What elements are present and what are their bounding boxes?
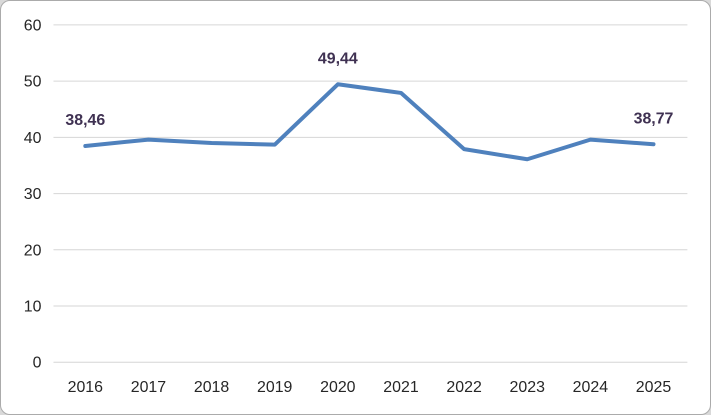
data-label: 49,44 — [318, 50, 358, 67]
data-label: 38,46 — [65, 112, 105, 129]
x-tick-label: 2025 — [636, 379, 672, 396]
y-tick-label: 40 — [24, 130, 42, 147]
data-label: 38,77 — [634, 110, 674, 127]
data-series-line — [83, 82, 656, 162]
y-tick-label: 10 — [24, 298, 42, 315]
x-tick-label: 2018 — [194, 379, 230, 396]
x-tick-label: 2022 — [446, 379, 482, 396]
x-tick-label: 2016 — [68, 379, 104, 396]
y-tick-label: 50 — [24, 74, 42, 91]
x-tick-label: 2023 — [510, 379, 546, 396]
y-tick-label: 20 — [24, 242, 42, 259]
y-tick-label: 60 — [24, 17, 42, 34]
x-tick-label: 2024 — [573, 379, 609, 396]
x-tick-label: 2021 — [383, 379, 419, 396]
y-tick-label: 0 — [33, 355, 42, 372]
x-tick-label: 2017 — [131, 379, 167, 396]
x-tick-label: 2020 — [320, 379, 356, 396]
y-tick-label: 30 — [24, 186, 42, 203]
x-tick-label: 2019 — [257, 379, 293, 396]
